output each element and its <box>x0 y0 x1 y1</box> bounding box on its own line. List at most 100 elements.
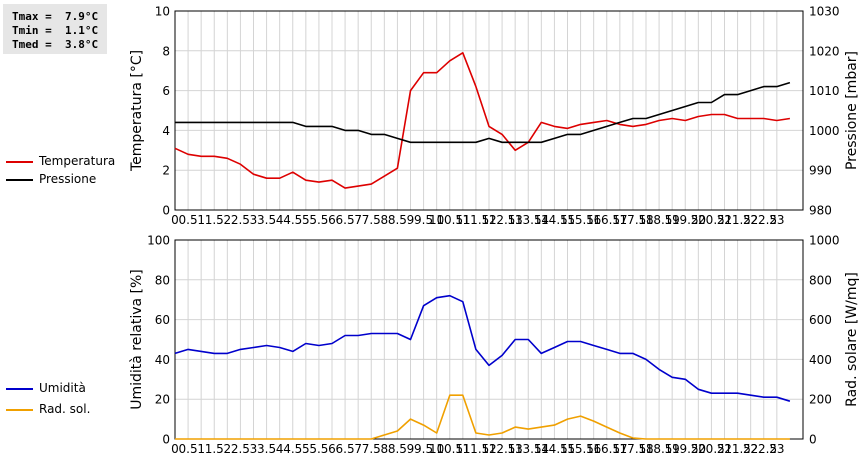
y-right-tick-label: 990 <box>809 164 832 178</box>
series-line-rad-sol <box>175 394 790 440</box>
y-left-tick-label: 2 <box>162 164 170 178</box>
x-tick-label: 6 <box>328 442 336 456</box>
x-tick-label: 17 <box>612 213 627 227</box>
x-tick-label: 0.5 <box>179 442 198 456</box>
x-tick-label: 12.5 <box>489 442 516 456</box>
x-tick-label: 13 <box>508 213 523 227</box>
x-tick-label: 13.5 <box>515 213 542 227</box>
y-left-tick-label: 100 <box>147 234 170 248</box>
x-tick-label: 19 <box>665 442 680 456</box>
y-right-tick-label: 200 <box>809 393 832 407</box>
x-tick-label: 3.5 <box>257 213 276 227</box>
x-tick-label: 17 <box>612 442 627 456</box>
x-tick-label: 3 <box>250 442 258 456</box>
x-tick-label: 9 <box>407 442 415 456</box>
x-tick-label: 15 <box>560 213 575 227</box>
x-tick-label: 7 <box>354 442 362 456</box>
x-tick-label: 17.5 <box>620 213 647 227</box>
x-tick-label: 11.5 <box>463 442 490 456</box>
x-tick-label: 4.5 <box>283 442 302 456</box>
x-tick-label: 20.5 <box>698 213 725 227</box>
x-tick-label: 14.5 <box>541 213 568 227</box>
x-tick-label: 6.5 <box>336 442 355 456</box>
stats-box: Tmax = 7.9°C Tmin = 1.1°C Tmed = 3.8°C <box>3 4 107 54</box>
x-tick-label: 18 <box>638 213 653 227</box>
x-tick-label: 9 <box>407 213 415 227</box>
x-tick-label: 13.5 <box>515 442 542 456</box>
series-line-temperatura <box>174 51 791 189</box>
x-tick-label: 16.5 <box>593 213 620 227</box>
y-right-tick-label: 1030 <box>809 5 840 19</box>
x-tick-label: 1.5 <box>205 213 224 227</box>
x-tick-label: 20.5 <box>698 442 725 456</box>
y-left-tick-label: 10 <box>155 5 170 19</box>
x-tick-label: 16.5 <box>593 442 620 456</box>
x-tick-label: 18.5 <box>646 442 673 456</box>
x-tick-label: 14 <box>534 213 549 227</box>
y-right-axis-label: Pressione [mbar] <box>844 51 860 170</box>
x-tick-label: 13 <box>508 442 523 456</box>
x-tick-label: 22.5 <box>750 442 777 456</box>
y-right-tick-label: 0 <box>809 433 817 447</box>
x-tick-label: 4.5 <box>283 213 302 227</box>
y-left-tick-label: 0 <box>162 433 170 447</box>
y-right-tick-label: 400 <box>809 353 832 367</box>
y-right-tick-label: 600 <box>809 313 832 327</box>
x-tick-label: 19.5 <box>672 213 699 227</box>
y-left-axis-label: Temperatura [°C] <box>129 50 145 172</box>
x-tick-label: 4 <box>276 442 284 456</box>
plot-frame <box>174 10 804 211</box>
x-tick-label: 8.5 <box>388 213 407 227</box>
x-tick-label: 3 <box>250 213 258 227</box>
x-tick-label: 20 <box>691 213 706 227</box>
x-tick-label: 2.5 <box>231 213 250 227</box>
y-left-tick-label: 80 <box>155 273 170 287</box>
x-tick-label: 3.5 <box>257 442 276 456</box>
x-tick-label: 22 <box>743 213 758 227</box>
y-left-tick-label: 60 <box>155 313 170 327</box>
y-left-tick-label: 6 <box>162 84 170 98</box>
series-line-umidit <box>174 294 791 402</box>
y-right-tick-label: 1020 <box>809 44 840 58</box>
x-tick-label: 14.5 <box>541 442 568 456</box>
x-tick-label: 5.5 <box>309 213 328 227</box>
y-right-tick-label: 1000 <box>809 234 840 248</box>
x-tick-label: 12 <box>481 442 496 456</box>
x-tick-label: 7 <box>354 213 362 227</box>
legend-swatch-rad-sol <box>6 409 33 411</box>
y-right-tick-label: 1000 <box>809 124 840 138</box>
y-right-tick-label: 1010 <box>809 84 840 98</box>
y-left-tick-label: 40 <box>155 353 170 367</box>
x-tick-label: 9.5 <box>414 213 433 227</box>
x-tick-label: 18 <box>638 442 653 456</box>
x-tick-label: 0.5 <box>179 213 198 227</box>
y-right-axis-label: Rad. solare [W/mq] <box>844 272 860 407</box>
plot-frame <box>174 239 804 440</box>
y-left-tick-label: 0 <box>162 204 170 218</box>
chart-panel-2: 0 0.5 1 1.5 2 2.5 3 3.5 4 4.5 5 5.5 6 6.5 7 7.5 8 8.5 9 9.5… <box>129 234 860 457</box>
x-tick-label: 5 <box>302 442 310 456</box>
legend-label-rad-sol: Rad. sol. <box>39 402 91 416</box>
x-tick-label: 15.5 <box>567 442 594 456</box>
y-left-tick-label: 4 <box>162 124 170 138</box>
tmed-text: Tmed = 3.8°C <box>12 38 99 51</box>
x-tick-label: 19 <box>665 213 680 227</box>
x-tick-label: 17.5 <box>620 442 647 456</box>
legend-swatch-temperatura <box>6 161 33 163</box>
x-tick-label: 21 <box>717 213 732 227</box>
x-tick-label: 11.5 <box>463 213 490 227</box>
x-tick-label: 23 <box>769 213 784 227</box>
x-tick-label: 1 <box>197 213 205 227</box>
x-tick-label: 8 <box>381 213 389 227</box>
x-tick-label: 7.5 <box>362 442 381 456</box>
x-tick-label: 4 <box>276 213 284 227</box>
x-tick-label: 15.5 <box>567 213 594 227</box>
tmin-text: Tmin = 1.1°C <box>12 24 99 37</box>
x-tick-label: 12.5 <box>489 213 516 227</box>
legend-label-temperatura: Temperatura <box>39 154 116 168</box>
x-tick-label: 15 <box>560 442 575 456</box>
x-tick-label: 2 <box>224 442 232 456</box>
x-tick-label: 16 <box>586 213 601 227</box>
y-right-tick-label: 980 <box>809 204 832 218</box>
